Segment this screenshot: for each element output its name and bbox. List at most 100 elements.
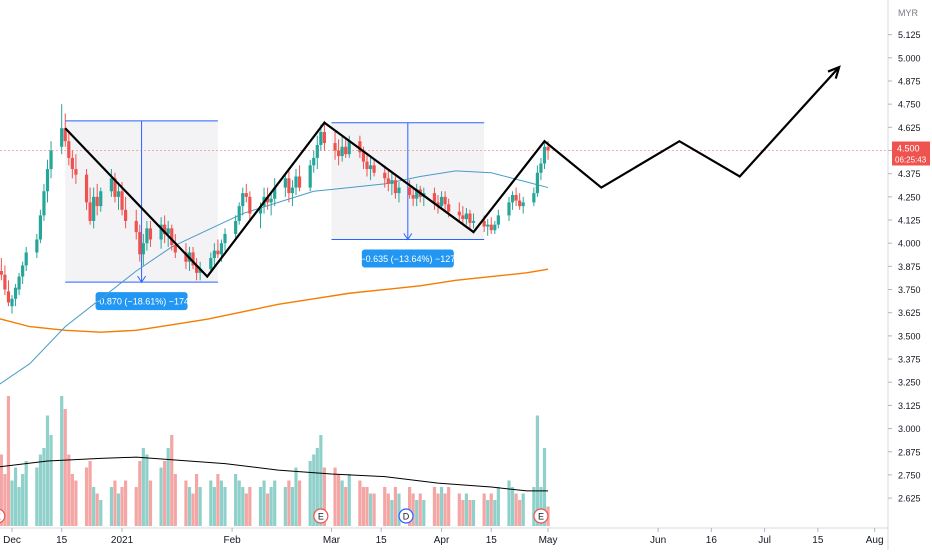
time-tick-label: Feb: [223, 535, 241, 546]
candle-body: [535, 172, 539, 194]
candle-body: [489, 224, 493, 231]
volume-bar: [166, 448, 170, 526]
candle-body: [294, 176, 298, 188]
candle-body: [361, 152, 366, 162]
candle-body: [347, 141, 351, 155]
candle-body: [273, 187, 277, 199]
volume-bar: [411, 493, 415, 526]
time-tick-label: Jun: [650, 535, 666, 546]
volume-bar: [542, 448, 547, 526]
price-tick-label: 3.250: [898, 378, 921, 388]
volume-bar: [386, 493, 390, 526]
candle-body: [340, 146, 344, 157]
volume-bar: [297, 480, 302, 526]
candle-body: [496, 215, 500, 225]
volume-bar: [461, 500, 465, 526]
volume-bar: [258, 487, 263, 526]
time-tick-label: 2021: [111, 535, 134, 546]
candle-body: [539, 163, 543, 173]
candle-body: [134, 220, 138, 233]
price-tick-label: 4.875: [898, 76, 921, 86]
volume-bar: [287, 480, 291, 526]
volume-bar: [457, 493, 461, 526]
volume-bar: [471, 500, 476, 526]
candle-body: [283, 178, 287, 188]
volume-bar: [443, 493, 447, 526]
candle-body: [17, 276, 21, 290]
volume-bar: [468, 500, 472, 526]
candle-body: [447, 204, 451, 212]
volume-bar: [539, 487, 543, 526]
price-tick-label: 2.750: [898, 470, 921, 480]
candle-body: [471, 220, 476, 223]
candle-body: [482, 220, 486, 227]
price-tick-label: 3.750: [898, 285, 921, 295]
volume-bar: [74, 480, 78, 526]
volume-bar: [464, 493, 468, 526]
time-tick-label: 15: [486, 535, 498, 546]
volume-bar: [248, 487, 252, 526]
candle-body: [0, 271, 3, 275]
candle-body: [312, 157, 316, 166]
volume-bar: [344, 487, 348, 526]
measure-label: −0.870 (−18.61%) −174: [94, 297, 189, 307]
price-tick-label: 5.000: [898, 53, 921, 63]
candle-body: [163, 224, 167, 234]
time-tick-label: Dec: [3, 535, 21, 546]
volume-bar: [319, 435, 323, 526]
candle-body: [173, 245, 177, 253]
candle-body: [439, 196, 444, 207]
volume-bar: [322, 467, 326, 526]
candle-body: [408, 187, 412, 195]
last-price-label: 4.500: [897, 144, 920, 154]
candle-body: [436, 202, 440, 207]
candle-body: [461, 215, 465, 220]
volume-bar: [145, 454, 149, 526]
volume-bar: [88, 461, 92, 526]
candle-body: [397, 187, 401, 194]
candle-body: [266, 196, 270, 203]
volume-bar: [141, 448, 145, 526]
candle-body: [195, 265, 199, 273]
last-price-countdown: 06:25:43: [895, 156, 927, 165]
price-tick-label: 3.000: [898, 424, 921, 434]
volume-bar: [148, 480, 153, 526]
volume-bar: [340, 480, 344, 526]
candle-body: [45, 169, 50, 192]
candle-body: [60, 128, 64, 147]
event-marker: [533, 508, 549, 524]
volume-bar: [493, 500, 497, 526]
candle-body: [308, 165, 312, 188]
candle-body: [241, 193, 245, 207]
volume-bar: [333, 467, 337, 526]
candle-body: [198, 269, 202, 273]
volume-bar: [507, 480, 511, 526]
candle-body: [141, 243, 145, 255]
candle-body: [166, 228, 170, 234]
volume-bar: [439, 487, 444, 526]
candle-body: [386, 178, 390, 184]
candle-body: [84, 174, 89, 203]
volume-bar: [120, 487, 124, 526]
volume-bar: [290, 487, 295, 526]
price-tick-label: 3.625: [898, 308, 921, 318]
price-tick-label: 4.000: [898, 239, 921, 249]
volume-bar: [219, 480, 224, 526]
candle-body: [521, 202, 525, 207]
candle-body: [290, 187, 295, 194]
candle-body: [116, 191, 121, 197]
time-tick-label: Mar: [323, 535, 341, 546]
volume-bar: [393, 487, 397, 526]
volume-bar: [99, 500, 103, 526]
price-tick-label: 4.250: [898, 192, 921, 202]
candle-body: [145, 228, 149, 244]
candle-body: [63, 128, 67, 142]
candle-body: [21, 265, 25, 277]
candle-body: [393, 180, 397, 194]
candle-body: [170, 228, 174, 246]
candle-body: [415, 189, 419, 199]
ma-long-line: [0, 268, 549, 333]
volume-bar: [159, 467, 163, 526]
